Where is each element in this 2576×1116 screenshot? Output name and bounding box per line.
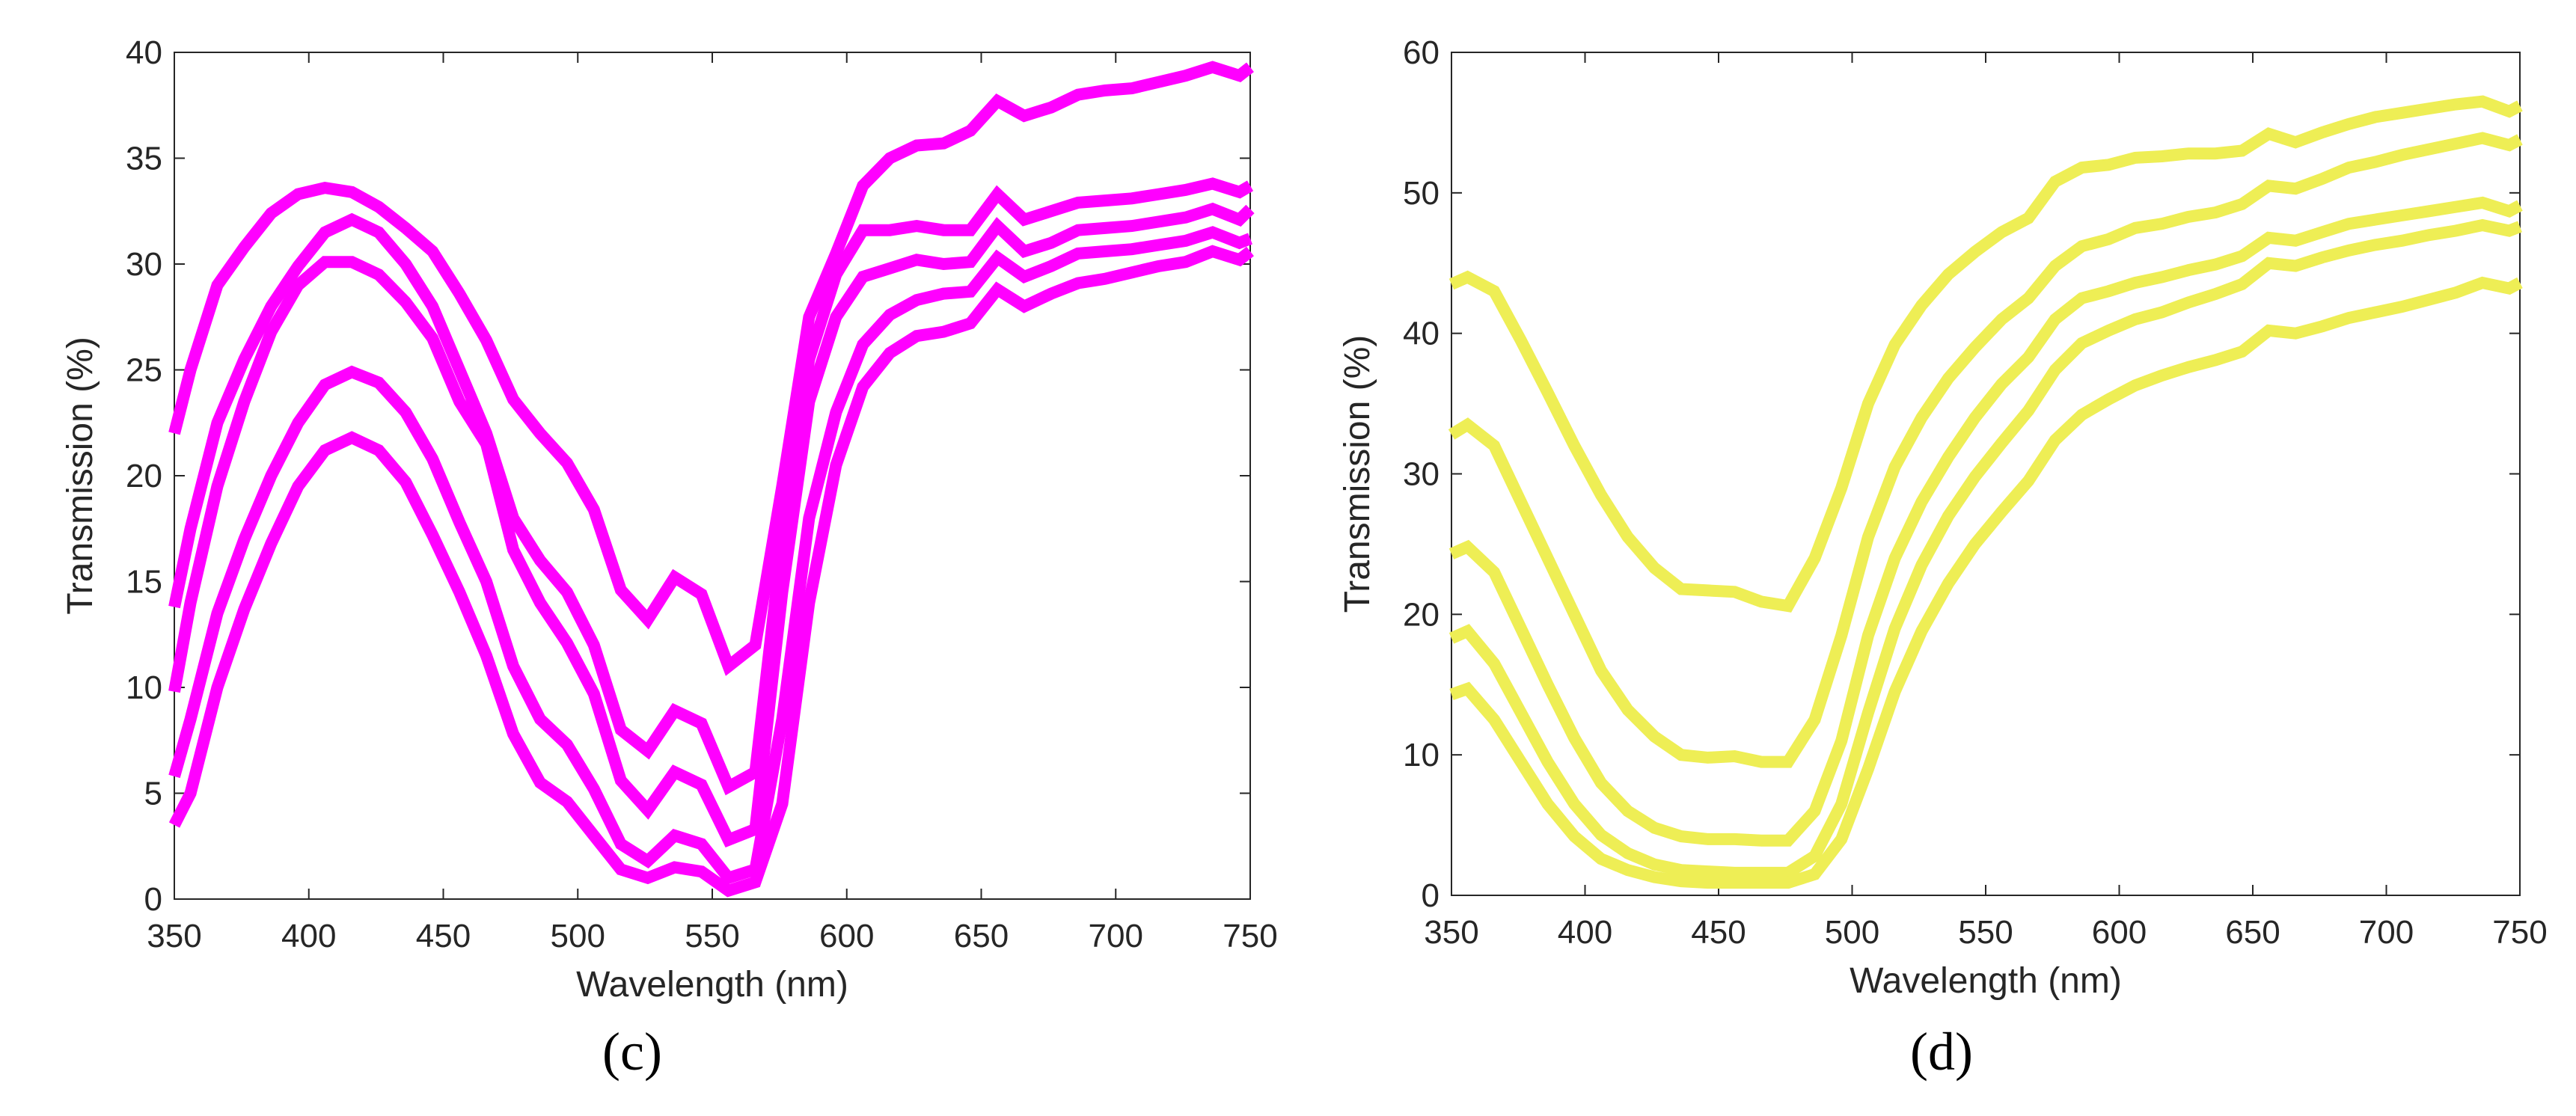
series-line-3 — [1448, 196, 2523, 847]
x-tick-label: 450 — [1691, 914, 1746, 951]
y-tick-label: 0 — [1422, 877, 1440, 914]
y-tick-label: 15 — [126, 564, 162, 601]
x-tick-label: 400 — [1558, 914, 1612, 951]
x-tick-label: 700 — [2359, 914, 2414, 951]
y-tick-label: 50 — [1403, 175, 1440, 212]
panel-label: (c) — [602, 1022, 662, 1082]
x-axis-label: Wavelength (nm) — [576, 965, 848, 1005]
y-tick-label: 30 — [126, 246, 162, 283]
x-tick-label: 400 — [281, 918, 336, 954]
plot-area — [174, 52, 1251, 900]
x-tick-label: 550 — [685, 918, 739, 954]
y-axis-label: Transmission (%) — [1338, 335, 1377, 613]
panel-0: 350 400 450 500 550 600 650 700 750 0 5 10 15 20 25 30 3… — [61, 34, 1278, 1082]
series-line-4 — [1448, 218, 2522, 879]
y-tick-label: 0 — [144, 881, 162, 918]
x-tick-label: 700 — [1089, 918, 1143, 954]
x-tick-label: 350 — [147, 918, 201, 954]
panel-label: (d) — [1910, 1022, 1973, 1082]
x-tick-label: 600 — [819, 918, 874, 954]
series-line-3 — [168, 202, 1255, 847]
series-line-2 — [168, 177, 1254, 796]
plot-area — [1451, 52, 2521, 896]
y-tick-label: 40 — [126, 34, 162, 71]
x-tick-label: 350 — [1424, 914, 1478, 951]
series-line-4 — [168, 226, 1252, 885]
x-axis-label: Wavelength (nm) — [1850, 961, 2122, 1001]
series-line-2 — [1448, 132, 2523, 768]
y-tick-label: 40 — [1403, 316, 1440, 352]
panel-1: 350 400 450 500 550 600 650 700 750 0 10 20 30 40 50 60… — [1338, 34, 2548, 1082]
y-axis-label: Transmission (%) — [61, 337, 100, 615]
y-tick-label: 10 — [126, 669, 162, 706]
y-tick-label: 35 — [126, 141, 162, 177]
y-tick-label: 10 — [1403, 737, 1440, 773]
x-tick-label: 650 — [954, 918, 1009, 954]
x-tick-label: 750 — [2492, 914, 2547, 951]
y-tick-label: 20 — [126, 458, 162, 494]
x-tick-label: 550 — [1958, 914, 2013, 951]
series-line-1 — [1448, 95, 2523, 613]
series-line-5 — [1449, 276, 2523, 889]
series-line-5 — [168, 245, 1254, 898]
x-tick-label: 500 — [551, 918, 605, 954]
x-tick-label: 600 — [2092, 914, 2147, 951]
series-line-1 — [168, 61, 1254, 676]
y-tick-label: 20 — [1403, 596, 1440, 633]
y-tick-label: 25 — [126, 352, 162, 389]
x-tick-label: 450 — [416, 918, 471, 954]
y-tick-label: 60 — [1403, 34, 1440, 71]
x-tick-label: 650 — [2225, 914, 2280, 951]
x-tick-label: 750 — [1223, 918, 1277, 954]
y-tick-label: 30 — [1403, 456, 1440, 493]
y-tick-label: 5 — [144, 776, 162, 812]
x-tick-label: 500 — [1825, 914, 1879, 951]
